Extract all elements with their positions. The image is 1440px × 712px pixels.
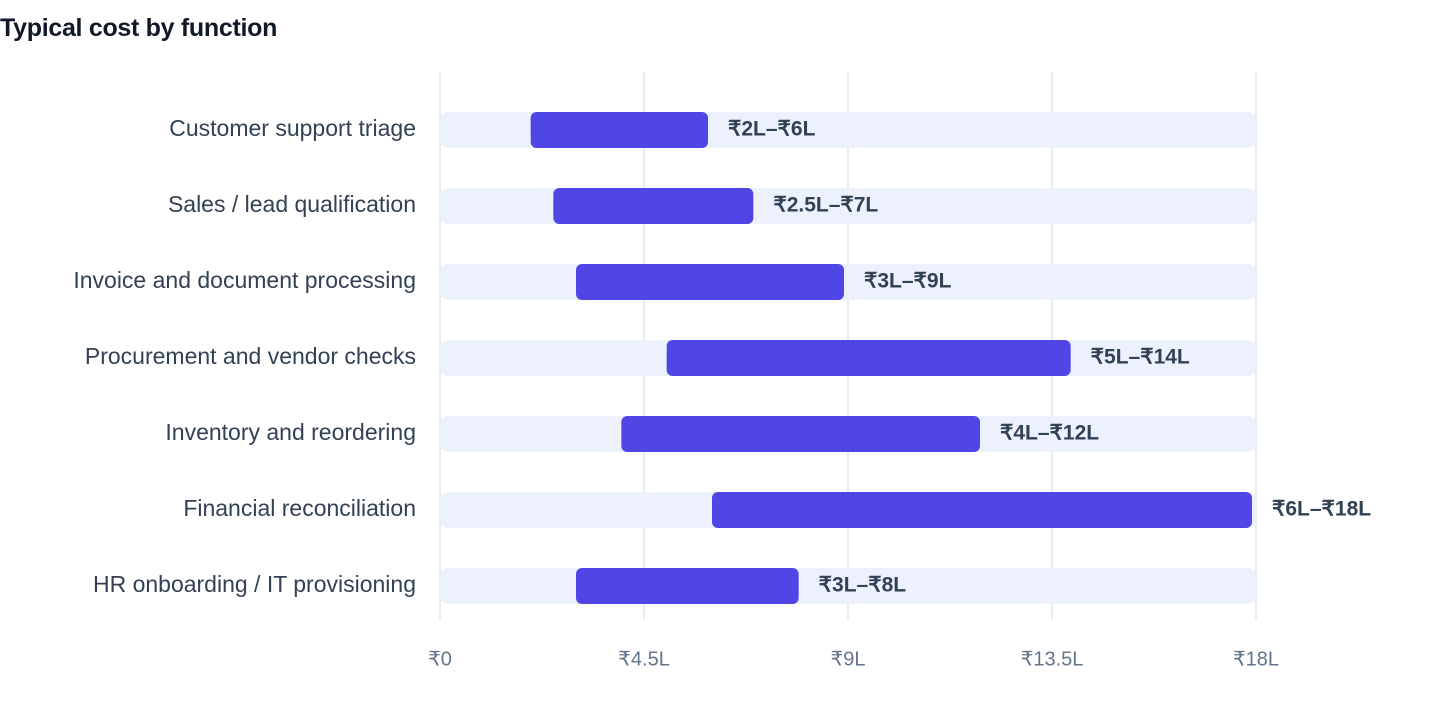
category-label: HR onboarding / IT provisioning bbox=[93, 571, 416, 597]
category-label: Customer support triage bbox=[169, 115, 416, 141]
range-value-label: ₹2.5L–₹7L bbox=[773, 194, 878, 217]
range-bar bbox=[553, 188, 754, 224]
range-value-label: ₹3L–₹9L bbox=[864, 270, 952, 293]
range-bar bbox=[621, 416, 980, 452]
range-bar bbox=[712, 492, 1252, 528]
category-labels: Customer support triage Sales / lead qual… bbox=[73, 115, 416, 597]
range-bar bbox=[530, 112, 708, 148]
category-label: Procurement and vendor checks bbox=[85, 343, 416, 369]
range-value-label: ₹6L–₹18L bbox=[1272, 498, 1371, 521]
x-axis-ticks: ₹0 ₹4.5L ₹9L ₹13.5L ₹18L bbox=[428, 648, 1279, 670]
x-tick-label: ₹9L bbox=[831, 648, 866, 670]
chart-title: Typical cost by function bbox=[0, 14, 278, 42]
value-labels: ₹2L–₹6L ₹2.5L–₹7L ₹3L–₹9L ₹5L–₹14L ₹4L–₹12L ₹… bbox=[728, 118, 1371, 597]
category-label: Sales / lead qualification bbox=[168, 191, 416, 217]
x-tick-label: ₹18L bbox=[1233, 648, 1279, 670]
range-bar bbox=[576, 264, 844, 300]
range-value-label: ₹3L–₹8L bbox=[819, 574, 907, 597]
category-label: Invoice and document processing bbox=[73, 267, 416, 293]
range-bars bbox=[530, 112, 1252, 604]
x-tick-label: ₹13.5L bbox=[1021, 648, 1084, 670]
category-label: Financial reconciliation bbox=[183, 495, 416, 521]
range-bar bbox=[666, 340, 1071, 376]
category-label: Inventory and reordering bbox=[165, 419, 416, 445]
x-tick-label: ₹0 bbox=[428, 648, 452, 670]
range-value-label: ₹2L–₹6L bbox=[728, 118, 816, 141]
range-bar bbox=[576, 568, 799, 604]
range-value-label: ₹4L–₹12L bbox=[1000, 422, 1099, 445]
bar-track bbox=[440, 264, 1256, 300]
x-tick-label: ₹4.5L bbox=[618, 648, 670, 670]
range-value-label: ₹5L–₹14L bbox=[1091, 346, 1190, 369]
